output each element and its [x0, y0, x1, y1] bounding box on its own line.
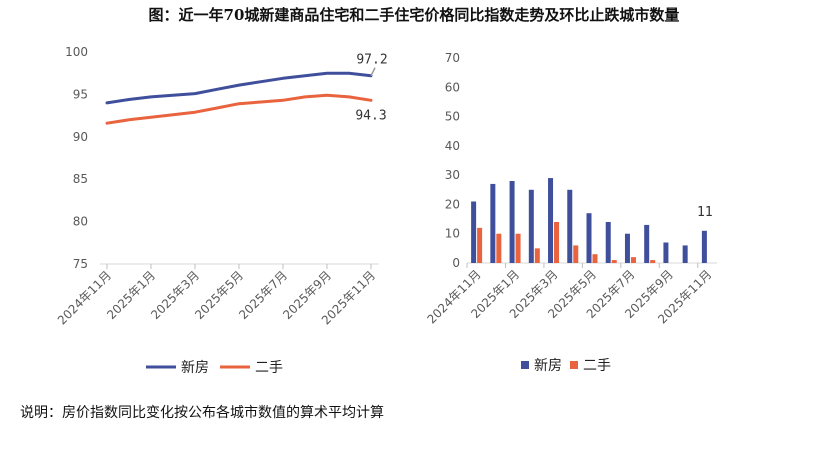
left-y-tick-label: 80 [73, 215, 88, 229]
legend-new-house-label: 新房 [181, 360, 209, 376]
new-house-bar [471, 201, 477, 263]
right-y-tick-label: 10 [445, 227, 460, 241]
left-y-tick-label: 90 [73, 130, 88, 144]
left-y-tick-label: 100 [65, 45, 88, 59]
new-house-bar [663, 242, 669, 263]
second-hand-bar [496, 233, 502, 263]
left-y-tick-label: 95 [73, 87, 88, 101]
second-hand-bar [630, 257, 636, 263]
last-bar-data-label: 11 [697, 205, 713, 220]
new-house-end-label: 97.2 [356, 53, 387, 68]
legend-second-hand-label: 二手 [583, 358, 611, 374]
second-hand-bar [534, 248, 540, 263]
left-chart-series: 97.2 94.3 [105, 53, 388, 125]
second-hand-bar [477, 227, 483, 263]
right-chart-legend: 新房 二手 [521, 358, 611, 374]
new-house-bar [567, 189, 573, 263]
second-hand-bar [592, 254, 598, 263]
footnote: 说明：房价指数同比变化按公布各城市数值的算术平均计算 [20, 405, 384, 421]
right-chart-bars: 11 [471, 178, 713, 263]
right-y-tick-label: 0 [452, 256, 460, 270]
legend-new-house-label: 新房 [534, 358, 562, 374]
right-y-tick-label: 40 [445, 139, 460, 153]
new-house-bar [682, 245, 688, 263]
right-y-tick-label: 20 [445, 197, 460, 211]
left-x-tick-label: 2024年11月 [55, 268, 114, 327]
right-chart-axes: 0102030405060702024年11月2025年1月2025年3月202… [424, 51, 717, 326]
new-house-line [105, 71, 373, 105]
right-y-tick-label: 60 [445, 80, 460, 94]
left-chart-legend: 新房 二手 [146, 360, 283, 376]
second-hand-bar [515, 233, 521, 263]
left-y-tick-label: 75 [73, 257, 88, 271]
new-house-bar [605, 222, 611, 263]
new-house-bar [528, 189, 534, 263]
second-hand-bar [554, 222, 560, 263]
new-house-bar [490, 183, 496, 263]
second-hand-bar [611, 260, 617, 263]
new-house-bar [644, 224, 650, 263]
right-y-tick-label: 70 [445, 51, 460, 65]
new-house-label-leader [370, 67, 376, 77]
new-house-bar [701, 230, 707, 263]
new-house-bar [624, 233, 630, 263]
second-hand-bar [573, 245, 579, 263]
legend-second-hand-label: 二手 [255, 360, 283, 376]
new-house-bar [509, 181, 515, 263]
legend-new-house-swatch [521, 361, 529, 369]
second-hand-line [105, 93, 373, 125]
legend-second-hand-swatch [570, 361, 578, 369]
right-y-tick-label: 50 [445, 110, 460, 124]
chart-title: 图：近一年70城新建商品住宅和二手住宅价格同比指数走势及环比止跌城市数量 [148, 6, 680, 24]
new-house-bar [548, 178, 554, 263]
left-chart-axes: 75808590951002024年11月2025年1月2025年3月2025年… [55, 45, 379, 327]
right-y-tick-label: 30 [445, 168, 460, 182]
left-y-tick-label: 85 [73, 172, 88, 186]
second-hand-end-label: 94.3 [355, 108, 386, 123]
new-house-bar [586, 213, 592, 263]
second-hand-bar [650, 260, 656, 263]
